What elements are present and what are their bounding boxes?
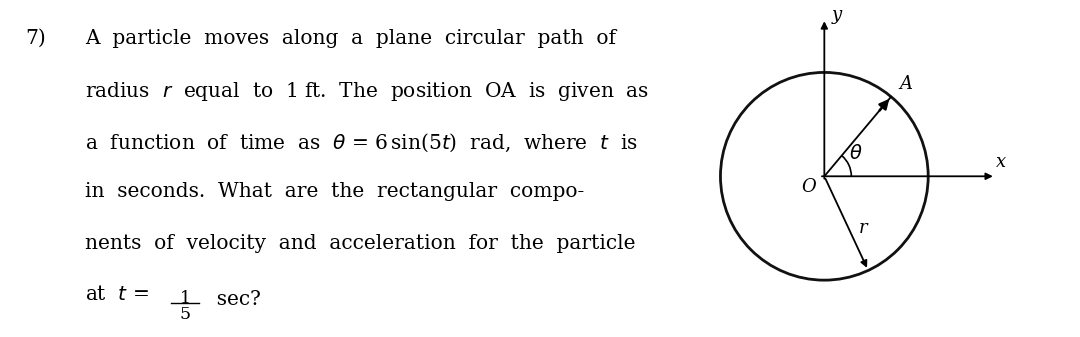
Text: nents  of  velocity  and  acceleration  for  the  particle: nents of velocity and acceleration for t…: [85, 234, 636, 252]
Text: A  particle  moves  along  a  plane  circular  path  of: A particle moves along a plane circular …: [85, 29, 617, 48]
Text: 1: 1: [179, 290, 190, 307]
Text: $\theta$: $\theta$: [849, 144, 863, 163]
Text: 7): 7): [25, 29, 46, 48]
Text: at  $t$ =: at $t$ =: [85, 285, 149, 304]
Text: radius  $r$  equal  to  1 ft.  The  position  OA  is  given  as: radius $r$ equal to 1 ft. The position O…: [85, 80, 649, 103]
Text: y: y: [832, 6, 841, 24]
Text: r: r: [859, 219, 867, 237]
Text: 5: 5: [179, 306, 191, 323]
Text: x: x: [996, 153, 1005, 171]
Text: a  function  of  time  as  $\theta$ = 6$\,$sin(5$t$)  rad,  where  $t$  is: a function of time as $\theta$ = 6$\,$si…: [85, 131, 638, 154]
Text: A: A: [900, 74, 913, 93]
Text: sec?: sec?: [204, 290, 261, 309]
Text: in  seconds.  What  are  the  rectangular  compo-: in seconds. What are the rectangular com…: [85, 182, 584, 201]
Text: O: O: [801, 178, 816, 196]
